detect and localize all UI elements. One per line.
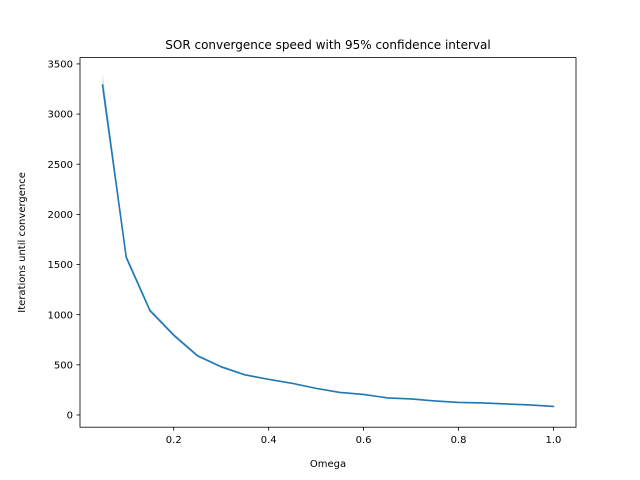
y-tick-label: 1500	[48, 260, 73, 271]
y-tick-label: 0	[67, 411, 73, 422]
series-line	[101, 84, 555, 408]
x-tick-label: 0.2	[166, 435, 182, 446]
chart-title: SOR convergence speed with 95% confidenc…	[165, 38, 490, 52]
y-axis-label: Iterations until convergence	[17, 172, 28, 313]
x-tick-label: 0.6	[356, 435, 372, 446]
x-tick-label: 0.8	[451, 435, 467, 446]
y-tick-label: 2500	[48, 160, 73, 171]
plot-frame	[79, 57, 577, 428]
y-tick-label: 2000	[48, 210, 73, 221]
plot-area	[101, 72, 555, 408]
y-tick-label: 1000	[48, 310, 73, 321]
x-tick-label: 0.4	[261, 435, 277, 446]
x-axis: 0.2 0.4 0.6 0.8 1.0	[166, 427, 562, 446]
x-axis-label: Omega	[310, 459, 346, 470]
y-tick-label: 500	[54, 360, 73, 371]
y-tick-label: 3500	[48, 60, 73, 71]
y-axis: 0 500 1000 1500 2000 2500 3000 3500	[48, 60, 80, 422]
x-tick-label: 1.0	[546, 435, 562, 446]
y-tick-label: 3000	[48, 110, 73, 121]
